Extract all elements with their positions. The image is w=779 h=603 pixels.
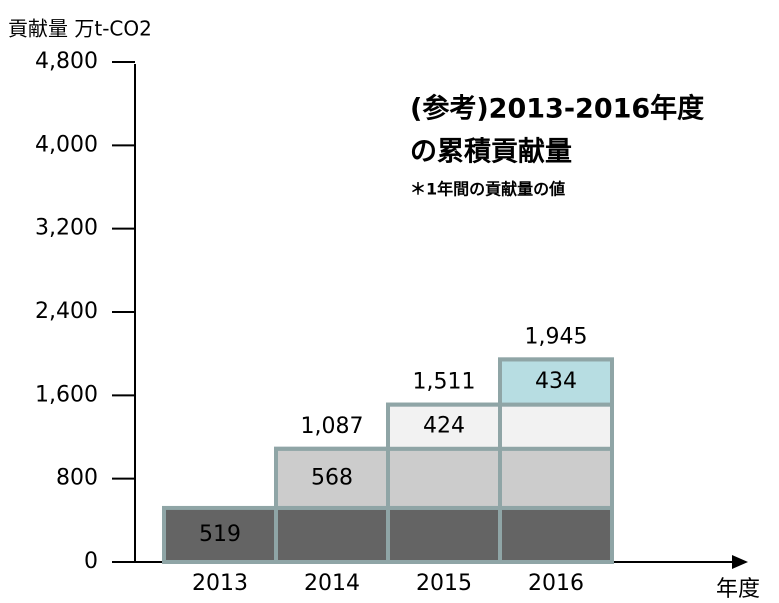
- x-tick-label: 2013: [192, 571, 248, 596]
- bar-segment: [274, 505, 390, 564]
- bar-segment: [498, 402, 614, 451]
- y-tick-label: 800: [56, 466, 98, 491]
- bar-segment: [498, 357, 614, 407]
- bar-total-outline: [498, 357, 614, 565]
- annotation: の累積貢献量: [410, 137, 572, 168]
- annotation: ＊1年間の貢献量の値: [410, 180, 565, 199]
- x-axis-arrow: [732, 555, 748, 569]
- annotation: (参考)2013-2016年度: [410, 93, 704, 125]
- bar-segment: [386, 505, 502, 564]
- total-label: 1,511: [413, 370, 476, 395]
- bar-segment: [498, 505, 614, 564]
- x-tick-label: 2014: [304, 571, 360, 596]
- total-label: 1,945: [525, 324, 588, 349]
- y-tick-label: 4,800: [35, 49, 98, 74]
- y-tick-label: 0: [84, 549, 98, 574]
- y-axis-label: 貢献量 万t-CO2: [8, 17, 152, 41]
- data-label: 568: [311, 465, 353, 490]
- x-tick-label: 2015: [416, 571, 472, 596]
- x-tick-label: 2016: [528, 571, 584, 596]
- data-label: 519: [199, 522, 241, 547]
- y-tick-label: 1,600: [35, 382, 98, 407]
- y-tick-label: 2,400: [35, 299, 98, 324]
- x-axis-label: 年度: [716, 577, 760, 602]
- total-label: 1,087: [301, 414, 364, 439]
- bar-segment: [386, 446, 502, 510]
- data-label: 424: [423, 414, 465, 439]
- y-tick-label: 3,200: [35, 216, 98, 241]
- bar-segment: [498, 446, 614, 510]
- data-label: 434: [535, 369, 577, 394]
- y-tick-label: 4,000: [35, 132, 98, 157]
